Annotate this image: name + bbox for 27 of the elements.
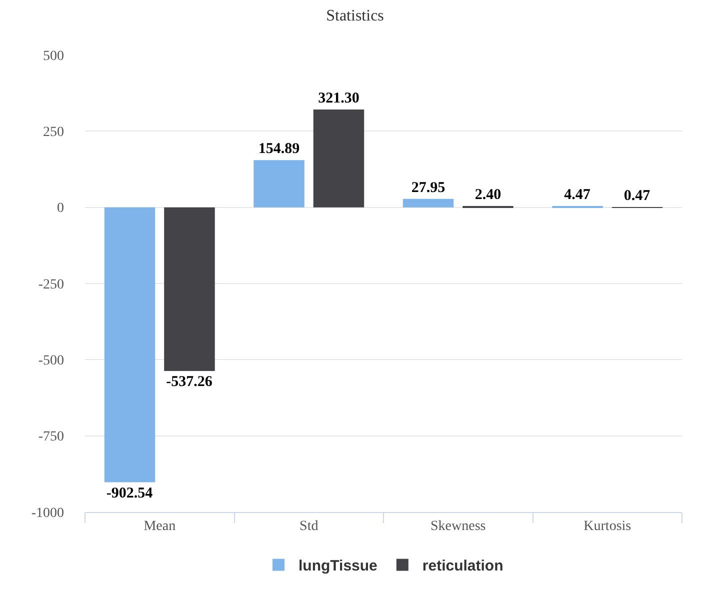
data-label: 0.47	[624, 188, 651, 204]
data-label: 2.40	[474, 187, 502, 203]
y-tick-label: -1000	[31, 506, 64, 521]
x-tick-label: Skewness	[430, 518, 486, 534]
bar	[164, 207, 215, 372]
bar	[254, 160, 304, 208]
data-label: 154.89	[258, 141, 300, 158]
bar	[402, 198, 454, 208]
bar	[313, 109, 364, 208]
data-label: -537.26	[166, 374, 213, 390]
y-tick-label: -750	[38, 430, 64, 445]
bar	[104, 207, 156, 482]
legend-label: reticulation	[422, 558, 504, 575]
y-tick-label: -500	[38, 354, 64, 369]
x-tick-label: Mean	[144, 518, 176, 534]
y-tick-label: -250	[38, 277, 64, 292]
x-tick-label: Std	[300, 518, 318, 534]
x-tick-label: Kurtosis	[584, 518, 632, 534]
data-label: 4.47	[564, 186, 591, 203]
data-label: 27.95	[411, 180, 446, 196]
chart-title: Statistics	[326, 7, 384, 24]
data-label: -902.54	[106, 485, 154, 502]
legend-label: lungTissue	[298, 558, 378, 575]
y-tick-label: 0	[57, 201, 64, 216]
y-tick-label: 250	[43, 125, 64, 140]
y-tick-label: 500	[43, 48, 64, 64]
data-label: 321.30	[318, 90, 360, 106]
